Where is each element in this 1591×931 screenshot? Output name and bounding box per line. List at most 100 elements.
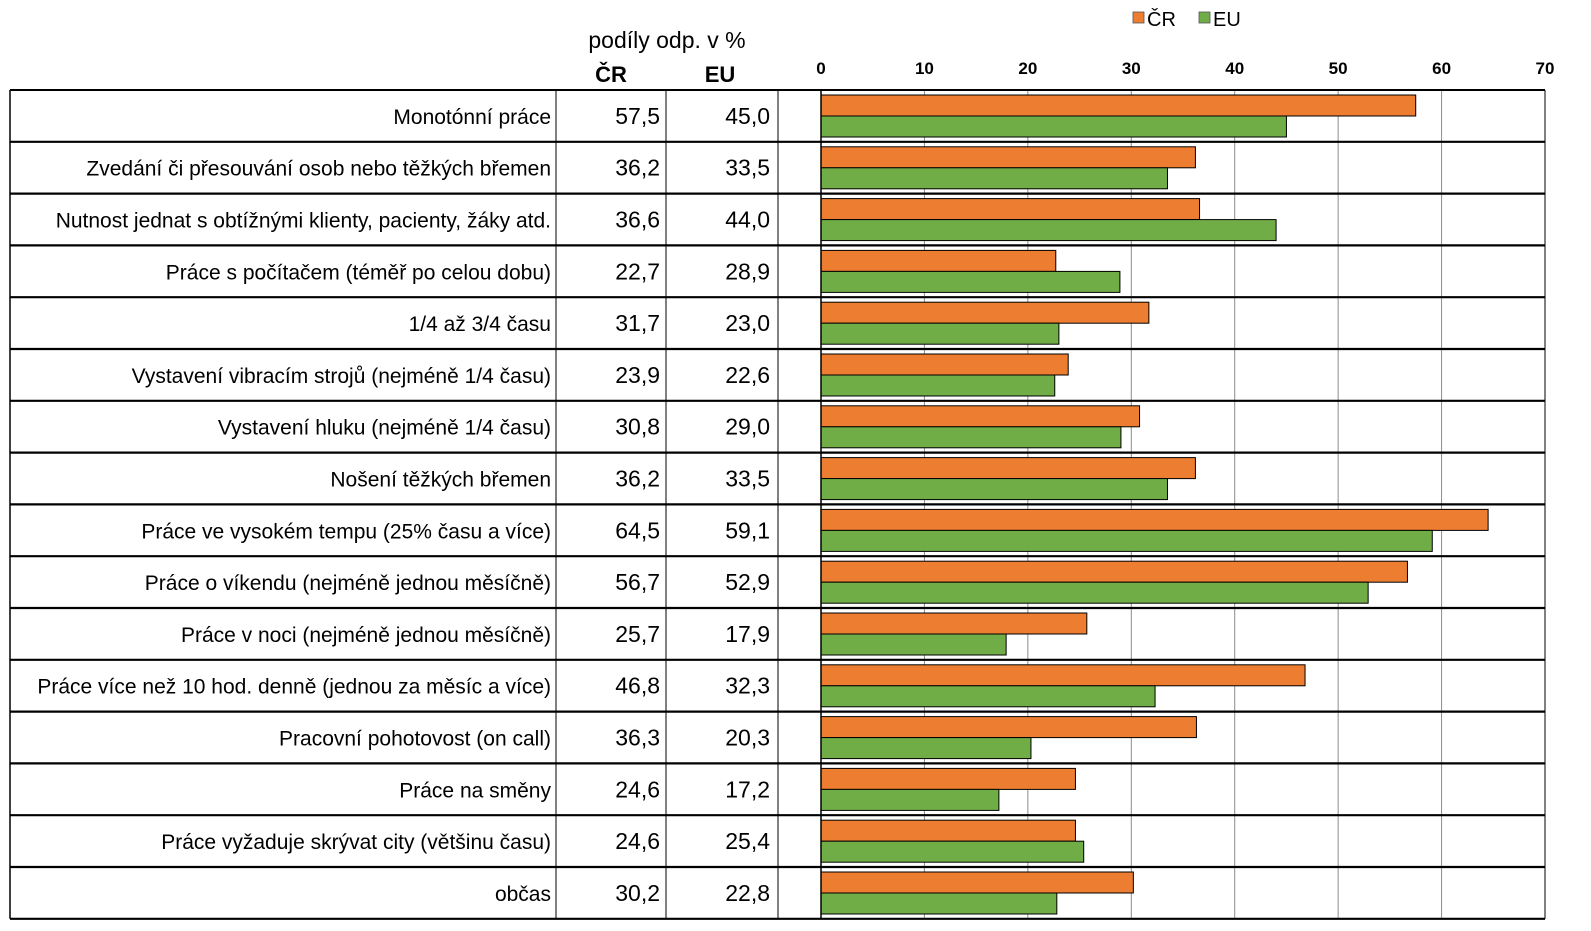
table-row: Práce vyžaduje skrývat city (většinu čas… [161, 828, 770, 854]
category-label: Zvedání či přesouvání osob nebo těžkých … [86, 158, 551, 181]
value-cr: 56,7 [615, 569, 660, 595]
value-eu: 29,0 [725, 414, 770, 440]
bar-eu [820, 322, 1060, 345]
header-col-cr: ČR [595, 62, 627, 87]
category-label: Nutnost jednat s obtížnými klienty, paci… [56, 210, 551, 233]
table-row: Vystavení hluku (nejméně 1/4 času) 30,8 29… [218, 414, 770, 440]
legend-label-cr: ČR [1147, 8, 1176, 31]
bar-cr [820, 405, 1141, 428]
bar-eu [820, 737, 1032, 760]
bar-cr [820, 871, 1134, 894]
table-row: Práce v noci (nejméně jednou měsíčně) 25,… [181, 621, 770, 647]
table-row: Pracovní pohotovost (on call) 36,3 20,3 [279, 725, 770, 751]
bar-eu [820, 685, 1156, 708]
category-label: Práce vyžaduje skrývat city (většinu čas… [161, 831, 551, 854]
category-label: Vystavení hluku (nejméně 1/4 času) [218, 417, 551, 440]
value-eu: 44,0 [725, 207, 770, 233]
bar-eu [820, 115, 1287, 138]
value-cr: 31,7 [615, 310, 660, 336]
value-eu: 23,0 [725, 310, 770, 336]
legend-label-eu: EU [1213, 9, 1241, 31]
bar-eu [820, 581, 1369, 604]
legend: ČR EU [1132, 8, 1241, 31]
table-row: Nošení těžkých břemen 36,2 33,5 [330, 466, 770, 492]
value-cr: 57,5 [615, 103, 660, 129]
x-tick-label: 10 [915, 59, 934, 78]
value-eu: 22,6 [725, 362, 770, 388]
category-label: 1/4 až 3/4 času [409, 313, 551, 336]
value-cr: 25,7 [615, 621, 660, 647]
bar-cr [820, 146, 1196, 169]
table-row: Práce s počítačem (téměř po celou dobu) 2… [166, 258, 770, 284]
x-tick-label: 50 [1329, 59, 1348, 78]
table-row: Vystavení vibracím strojů (nejméně 1/4 č… [132, 362, 770, 388]
table-row: 1/4 až 3/4 času 31,7 23,0 [409, 310, 770, 336]
table-row: občas 30,2 22,8 [495, 880, 770, 906]
value-eu: 33,5 [725, 466, 770, 492]
value-cr: 24,6 [615, 828, 660, 854]
value-cr: 36,3 [615, 725, 660, 751]
value-cr: 24,6 [615, 776, 660, 802]
frame [9, 89, 1546, 920]
category-label: Práce ve vysokém tempu (25% času a více) [141, 520, 551, 543]
value-cr: 36,2 [615, 466, 660, 492]
value-cr: 46,8 [615, 673, 660, 699]
bar-cr [820, 819, 1076, 842]
bar-eu [820, 219, 1277, 242]
x-tick-label: 20 [1018, 59, 1037, 78]
category-label: Pracovní pohotovost (on call) [279, 728, 551, 751]
bar-eu [820, 167, 1168, 190]
x-tick-label: 0 [816, 59, 825, 78]
header-title: podíly odp. v % [588, 27, 745, 53]
bar-eu [820, 892, 1058, 915]
bar-cr [820, 249, 1057, 272]
bar-cr [820, 664, 1306, 687]
value-eu: 45,0 [725, 103, 770, 129]
header-col-eu: EU [705, 62, 736, 87]
value-cr: 36,6 [615, 207, 660, 233]
table-row: Práce více než 10 hod. denně (jednou za … [37, 673, 770, 699]
value-eu: 22,8 [725, 880, 770, 906]
category-label: občas [495, 883, 551, 906]
category-label: Monotónní práce [393, 106, 551, 129]
value-eu: 28,9 [725, 258, 770, 284]
category-label: Práce na směny [399, 779, 551, 802]
bar-eu [820, 788, 1000, 811]
bar-eu [820, 633, 1007, 656]
table-row: Zvedání či přesouvání osob nebo těžkých … [86, 155, 770, 181]
bar-cr [820, 94, 1417, 117]
table-row: Práce na směny 24,6 17,2 [399, 776, 770, 802]
value-eu: 20,3 [725, 725, 770, 751]
value-eu: 59,1 [725, 517, 770, 543]
x-tick-label: 60 [1432, 59, 1451, 78]
bar-eu [820, 270, 1121, 293]
value-cr: 64,5 [615, 517, 660, 543]
category-label: Práce více než 10 hod. denně (jednou za … [37, 676, 551, 699]
value-cr: 22,7 [615, 258, 660, 284]
value-cr: 30,2 [615, 880, 660, 906]
bar-cr [820, 767, 1076, 790]
value-eu: 33,5 [725, 155, 770, 181]
value-cr: 23,9 [615, 362, 660, 388]
bar-cr [820, 612, 1088, 635]
bar-cr [820, 716, 1197, 739]
value-eu: 52,9 [725, 569, 770, 595]
legend-swatch-eu [1198, 11, 1211, 24]
bar-cr [820, 457, 1196, 480]
value-eu: 32,3 [725, 673, 770, 699]
bar-eu [820, 478, 1168, 501]
table-row: Práce o víkendu (nejméně jednou měsíčně)… [145, 569, 770, 595]
category-label: Nošení těžkých břemen [330, 469, 551, 492]
x-tick-label: 40 [1225, 59, 1244, 78]
bar-cr [820, 560, 1408, 583]
x-axis-ticks: 0 10 20 30 40 50 60 70 [816, 59, 1554, 78]
bar-cr [820, 353, 1069, 376]
legend-swatch-cr [1132, 11, 1145, 24]
x-tick-label: 70 [1536, 59, 1555, 78]
value-eu: 17,9 [725, 621, 770, 647]
table-row: Práce ve vysokém tempu (25% času a více)… [141, 517, 770, 543]
bars [820, 94, 1489, 915]
value-cr: 36,2 [615, 155, 660, 181]
x-tick-label: 30 [1122, 59, 1141, 78]
bar-cr [820, 301, 1150, 324]
